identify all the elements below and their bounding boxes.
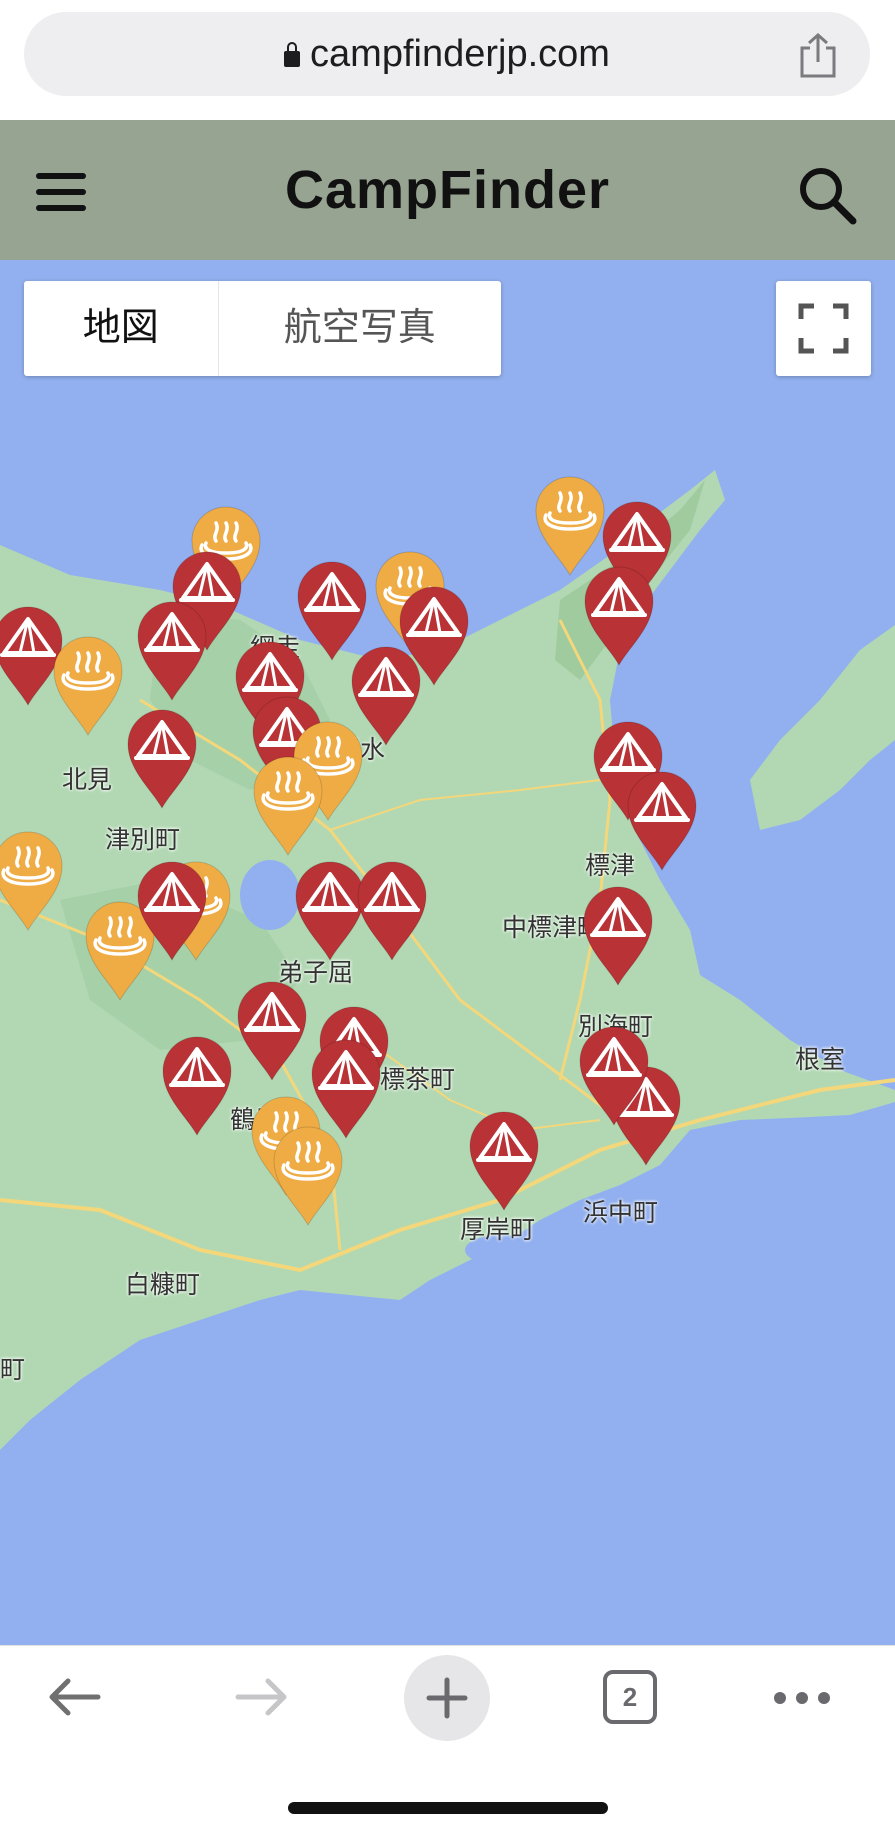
tent-icon (590, 897, 646, 937)
tent-icon (600, 732, 656, 772)
campsite-map-pin[interactable] (576, 1023, 652, 1127)
new-tab-plus-icon[interactable] (404, 1655, 490, 1741)
tent-icon (406, 597, 462, 637)
onsen-map-pin[interactable] (0, 828, 66, 932)
tab-aerial-photo[interactable]: 航空写真 (283, 307, 436, 349)
tent-icon (244, 992, 300, 1032)
search-icon[interactable] (795, 163, 859, 227)
tent-icon (134, 720, 190, 760)
onsen-map-pin[interactable] (250, 753, 326, 857)
campsite-map-pin[interactable] (354, 858, 430, 962)
town-label: 標津 (585, 852, 636, 880)
campsite-map-pin[interactable] (624, 768, 700, 872)
tent-icon (591, 577, 647, 617)
map-type-toggle: 地図 航空写真 (24, 281, 501, 376)
url-text: campfinderjp.com (24, 12, 870, 96)
town-label: 浜中町 (583, 1199, 659, 1227)
town-label: 町 (0, 1356, 26, 1384)
tent-icon (364, 872, 420, 912)
hot-spring-icon (61, 651, 115, 691)
hot-spring-icon (281, 1141, 335, 1181)
app-header (0, 120, 895, 260)
back-arrow-icon[interactable] (46, 1673, 102, 1721)
hot-spring-icon (1, 846, 55, 886)
campsite-map-pin[interactable] (124, 706, 200, 810)
town-label: 津別町 (105, 826, 181, 854)
hot-spring-icon (93, 916, 147, 956)
tent-icon (476, 1122, 532, 1162)
campsite-map-pin[interactable] (581, 563, 657, 667)
tent-icon (0, 617, 56, 657)
address-bar[interactable]: campfinderjp.com (24, 12, 870, 96)
onsen-map-pin[interactable] (270, 1123, 346, 1227)
campsite-map-pin[interactable] (134, 598, 210, 702)
town-label: 根室 (795, 1046, 846, 1074)
tent-icon (634, 782, 690, 822)
hamburger-menu-icon[interactable] (36, 168, 90, 216)
campsite-map-pin[interactable] (348, 643, 424, 747)
tent-icon (318, 1050, 374, 1090)
tent-icon (169, 1047, 225, 1087)
tent-icon (304, 572, 360, 612)
campsite-map-pin[interactable] (159, 1033, 235, 1137)
town-label: 白糠町 (125, 1271, 201, 1299)
fullscreen-icon (798, 303, 849, 354)
fullscreen-button[interactable] (776, 281, 871, 376)
campsite-map-pin[interactable] (466, 1108, 542, 1212)
campsite-map-pin[interactable] (234, 978, 310, 1082)
share-icon[interactable] (796, 32, 840, 78)
campsite-map-pin[interactable] (294, 558, 370, 662)
home-indicator (288, 1802, 608, 1814)
hot-spring-icon (261, 771, 315, 811)
tent-icon (242, 652, 298, 692)
tent-icon (302, 872, 358, 912)
campsite-map-pin[interactable] (292, 858, 368, 962)
more-options-icon[interactable] (772, 1688, 832, 1708)
tent-icon (144, 872, 200, 912)
onsen-map-pin[interactable] (82, 898, 158, 1002)
hot-spring-icon (543, 491, 597, 531)
tent-icon (586, 1037, 642, 1077)
town-label: 弟子屈 (278, 959, 354, 987)
tabs-count-button[interactable]: 2 (603, 1670, 657, 1724)
tent-icon (179, 562, 235, 602)
campsite-map-pin[interactable] (134, 858, 210, 962)
tab-map[interactable]: 地図 (24, 281, 219, 376)
tent-icon (144, 612, 200, 652)
onsen-map-pin[interactable] (532, 473, 608, 577)
tent-icon (358, 657, 414, 697)
campsite-map-pin[interactable] (308, 1036, 384, 1140)
brand-title: CampFinder (284, 160, 611, 220)
town-label: 北見 (62, 766, 113, 794)
town-label: 厚岸町 (460, 1216, 536, 1244)
tent-icon (609, 512, 665, 552)
forward-arrow-icon[interactable] (234, 1673, 290, 1721)
onsen-map-pin[interactable] (50, 633, 126, 737)
campsite-map-pin[interactable] (580, 883, 656, 987)
town-label: 標茶町 (380, 1066, 456, 1094)
campsite-map-pin[interactable] (396, 583, 472, 687)
lock-icon (284, 42, 301, 67)
